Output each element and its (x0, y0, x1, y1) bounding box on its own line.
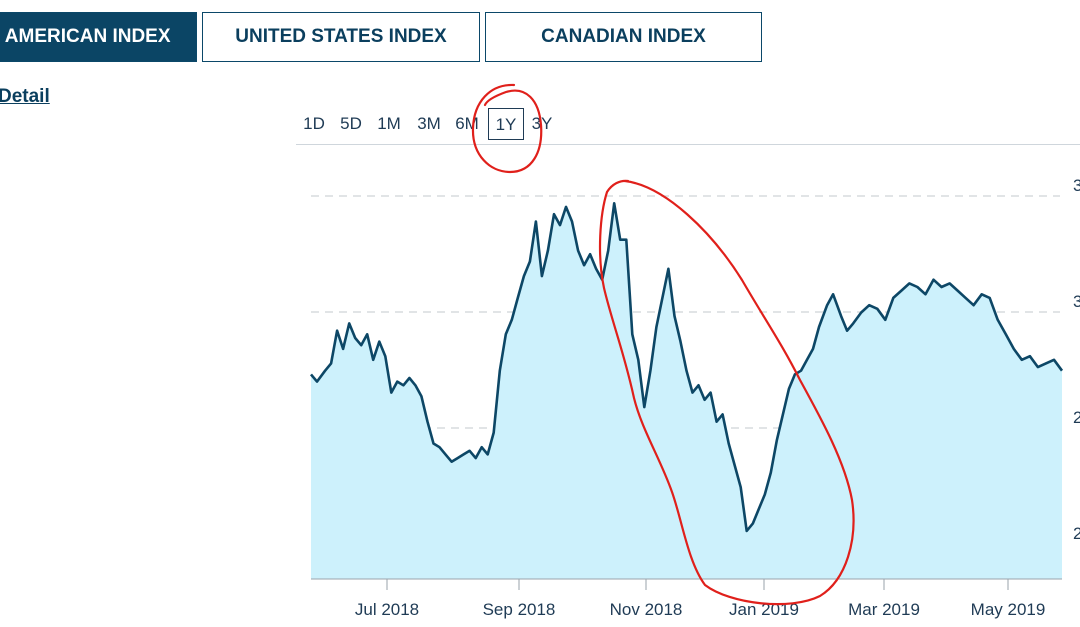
tab-canadian-index[interactable]: CANADIAN INDEX (485, 12, 762, 62)
y-tick-label-3: 2 (1073, 408, 1080, 427)
series-line (310, 202, 1064, 533)
x-tick-label-nov-2018: Nov 2018 (610, 600, 683, 619)
hand-drawn-annotations (471, 83, 855, 606)
range-1d-button[interactable]: 1D (303, 114, 325, 133)
y-axis-ticks: 3 3 2 2 (1073, 176, 1080, 543)
y-tick-label-4: 2 (1073, 524, 1080, 543)
tab-north-american-index[interactable]: H AMERICAN INDEX (0, 12, 197, 62)
x-tick-label-sep-2018: Sep 2018 (483, 600, 556, 619)
series-area (311, 203, 1062, 580)
chart-top-divider (296, 144, 1080, 145)
range-1y-button[interactable]: 1Y (488, 108, 524, 140)
annotation-circle-1y (471, 83, 543, 174)
x-tick-label-may-2019: May 2019 (971, 600, 1046, 619)
range-1m-button[interactable]: 1M (377, 114, 401, 133)
x-tick-label-jul-2018: Jul 2018 (355, 600, 419, 619)
tab-united-states-index[interactable]: UNITED STATES INDEX (202, 12, 480, 62)
x-axis-ticks: Jul 2018 Sep 2018 Nov 2018 Jan 2019 Mar … (355, 579, 1045, 619)
range-5d-button[interactable]: 5D (340, 114, 362, 133)
range-3y-button[interactable]: 3Y (531, 114, 553, 133)
y-tick-label-2: 3 (1073, 292, 1080, 311)
detail-link[interactable]: Detail (0, 86, 50, 107)
annotation-loop-decline (598, 179, 855, 606)
y-tick-label-1: 3 (1073, 176, 1080, 195)
x-tick-label-mar-2019: Mar 2019 (848, 600, 920, 619)
range-3m-button[interactable]: 3M (417, 114, 441, 133)
